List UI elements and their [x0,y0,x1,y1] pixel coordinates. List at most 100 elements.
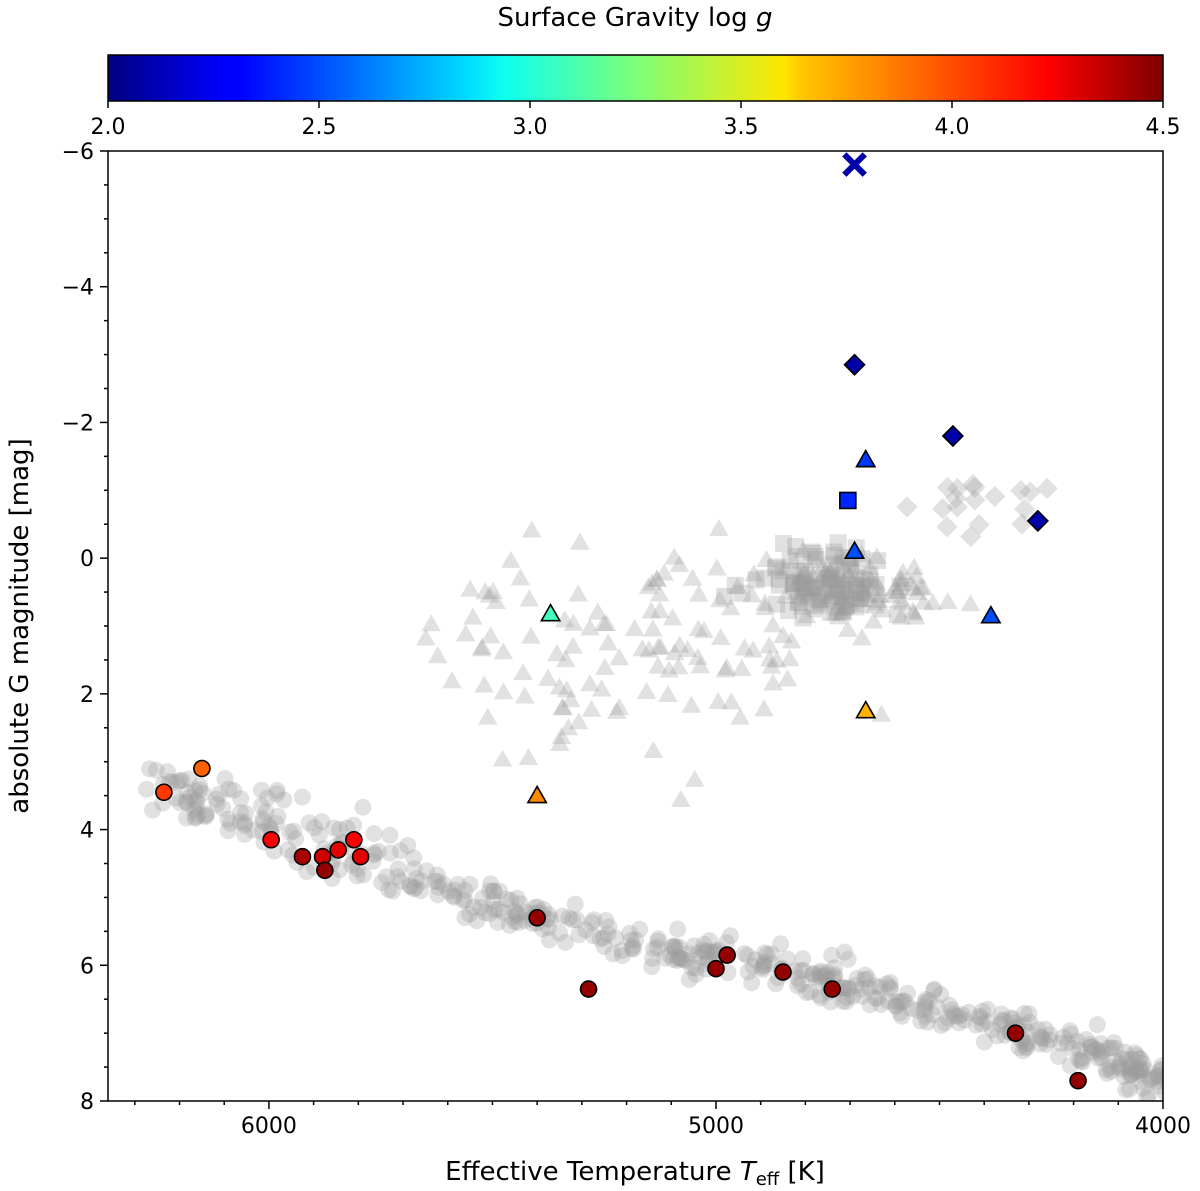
background-point [811,964,829,982]
background-point [904,557,924,575]
background-point [844,557,865,575]
background-point [214,799,232,817]
background-point [774,562,792,580]
background-point [1121,1066,1139,1084]
background-point [178,794,196,812]
background-point [885,578,906,596]
background-point [777,669,798,687]
background-point [834,575,855,593]
background-point [484,882,502,900]
background-point [490,882,508,900]
background-point [671,950,689,968]
background-point [662,608,683,626]
background-point [392,872,410,890]
background-point [901,573,921,591]
background-point [483,582,503,600]
background-point [501,550,521,568]
background-point [846,581,864,599]
background-point [1140,1086,1158,1101]
background-point [269,807,287,825]
background-point [1153,1060,1163,1078]
background-point [983,1021,1001,1039]
background-point [867,576,885,594]
background-point [836,581,857,599]
background-point [950,1014,968,1032]
background-point [365,825,383,843]
background-point [298,863,316,881]
background-point [827,581,847,599]
background-point [187,808,205,826]
background-point [677,639,698,657]
background-point [906,566,927,584]
background-point [920,991,938,1009]
background-point [835,555,853,573]
background-point [903,579,924,597]
background-point [744,564,764,582]
background-point [832,588,853,606]
background-point [932,985,950,1003]
background-point [1010,480,1032,502]
background-point [758,945,776,963]
background-point [481,882,499,900]
background-point [868,590,889,608]
background-point [955,1011,973,1029]
background-point [208,795,226,813]
background-point [627,931,645,949]
star-point [526,784,548,804]
star-point [539,602,562,622]
background-point [743,974,761,992]
background-point [551,924,569,942]
background-point [191,777,209,795]
background-point [244,821,262,839]
background-point [734,638,755,656]
background-point [944,1005,962,1023]
background-point [664,547,684,565]
background-point [1141,1069,1159,1087]
background-point [1113,1050,1131,1068]
background-point [881,973,899,991]
background-point [1061,1022,1079,1040]
background-point [416,628,436,646]
background-point [597,912,615,930]
background-point [666,937,684,955]
x-tick-label: 4000 [1135,1114,1191,1139]
background-point [859,970,877,988]
background-point [1064,1040,1082,1058]
background-point [1170,1087,1187,1104]
background-point [898,984,916,1002]
background-point [454,892,472,910]
background-point [503,908,521,926]
background-point [823,946,841,964]
background-point [1097,1061,1115,1079]
background-point [893,562,913,580]
background-point [1122,1065,1140,1083]
background-point [925,980,943,998]
background-point [428,866,446,884]
background-point [828,572,846,590]
background-point [761,656,782,674]
y-axis-label: absolute G magnitude [mag] [5,438,35,813]
background-point [872,995,890,1013]
background-point [754,699,774,717]
background-point [236,825,254,843]
background-point [703,943,721,961]
background-point [912,1012,930,1030]
background-point [186,809,204,827]
background-point [384,882,402,900]
background-point [879,992,897,1010]
background-point [501,916,519,934]
background-point [1126,1044,1144,1062]
background-point [767,558,785,576]
background-point [440,882,458,900]
background-point [896,992,914,1010]
background-point [1131,1073,1149,1091]
background-point [743,640,763,658]
background-point [888,993,906,1011]
background-point [563,636,583,654]
background-point [689,584,709,602]
background-point [968,513,990,536]
background-point [489,913,507,931]
background-point [854,571,875,589]
background-point [1130,1050,1148,1068]
star-point [262,830,280,849]
